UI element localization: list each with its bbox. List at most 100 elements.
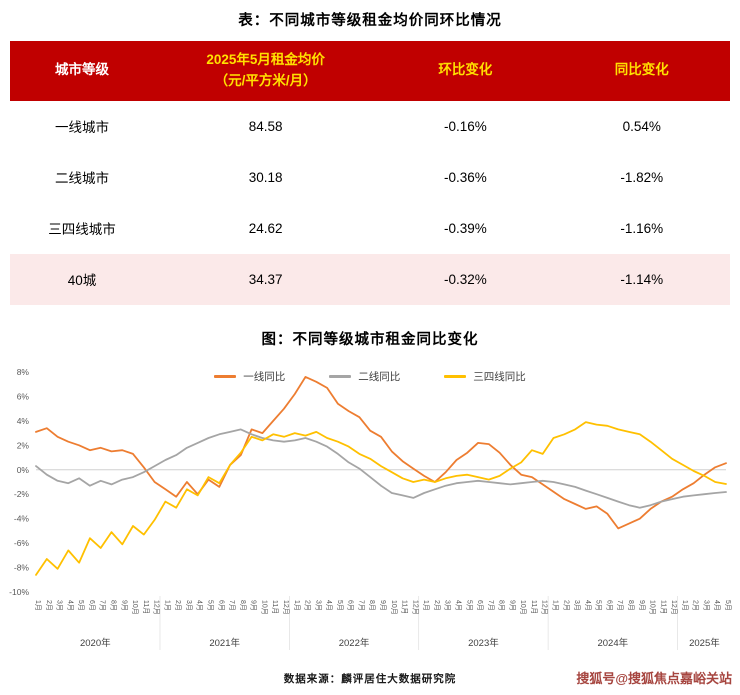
x-month-label: 2月 — [174, 600, 182, 611]
x-month-label: 6月 — [217, 600, 225, 611]
x-month-label: 3月 — [573, 600, 581, 611]
table-cell-yoy: -1.82% — [553, 151, 730, 203]
x-month-label: 11月 — [530, 600, 538, 614]
table-row: 三四线城市 24.62 -0.39% -1.16% — [10, 202, 730, 254]
x-month-label: 1月 — [293, 600, 301, 611]
table-header-row: 城市等级 2025年5月租金均价 （元/平方米/月） 环比变化 同比变化 — [10, 41, 730, 101]
x-month-label: 2月 — [433, 600, 441, 611]
x-month-label: 4月 — [66, 600, 74, 611]
table-cell-tier: 三四线城市 — [10, 202, 154, 254]
x-year-label: 2025年 — [689, 637, 720, 649]
x-month-label: 4月 — [196, 600, 204, 611]
table-cell-price: 30.18 — [154, 151, 378, 203]
table-cell-mom: -0.16% — [377, 100, 554, 152]
x-month-label: 1月 — [34, 600, 42, 611]
x-month-label: 9月 — [508, 600, 516, 611]
table-header-cell: 城市等级 — [10, 41, 154, 101]
x-month-label: 7月 — [228, 600, 236, 611]
data-source: 数据来源：麟评居住大数据研究院 — [283, 673, 457, 685]
x-month-label: 4月 — [584, 600, 592, 611]
x-month-label: 5月 — [207, 600, 215, 611]
x-month-label: 6月 — [605, 600, 613, 611]
x-year-label: 2022年 — [339, 637, 370, 649]
x-month-label: 2月 — [692, 600, 700, 611]
x-month-label: 7月 — [487, 600, 495, 611]
table-cell-price: 34.37 — [154, 253, 378, 305]
x-month-label: 8月 — [109, 600, 117, 611]
x-month-label: 1月 — [681, 600, 689, 611]
y-tick-label: 8% — [17, 367, 30, 377]
chart-series-line — [35, 421, 727, 576]
x-month-label: 5月 — [336, 600, 344, 611]
table-cell-yoy: 0.54% — [553, 100, 730, 152]
x-month-label: 11月 — [271, 600, 279, 614]
table-body: 一线城市 84.58 -0.16% 0.54% 二线城市 30.18 -0.36% -1.82… — [10, 100, 730, 305]
x-month-label: 3月 — [56, 600, 64, 611]
table-title: 表：不同城市等级租金均价同环比情况 — [238, 13, 502, 29]
x-month-label: 5月 — [595, 600, 603, 611]
y-tick-label: 6% — [17, 391, 30, 401]
x-month-label: 7月 — [616, 600, 624, 611]
x-month-label: 12月 — [670, 600, 678, 615]
x-month-label: 4月 — [325, 600, 333, 611]
chart-series-line — [35, 375, 727, 530]
x-month-label: 10月 — [131, 600, 139, 615]
x-month-label: 11月 — [401, 600, 409, 614]
y-tick-label: 0% — [17, 465, 30, 475]
x-month-label: 3月 — [314, 600, 322, 611]
rent-table: 城市等级 2025年5月租金均价 （元/平方米/月） 环比变化 同比变化 一线城市 84… — [10, 41, 730, 305]
y-tick-label: -10% — [9, 587, 29, 597]
x-month-label: 6月 — [88, 600, 96, 611]
x-month-label: 12月 — [541, 600, 549, 615]
table-row: 二线城市 30.18 -0.36% -1.82% — [10, 151, 730, 203]
watermark: 搜狐号@搜狐焦点嘉峪关站 — [576, 671, 732, 686]
x-month-label: 7月 — [99, 600, 107, 611]
x-month-label: 10月 — [390, 600, 398, 615]
x-month-label: 4月 — [454, 600, 462, 611]
x-month-label: 3月 — [702, 600, 710, 611]
x-month-label: 1月 — [552, 600, 560, 611]
x-month-label: 9月 — [379, 600, 387, 611]
x-month-label: 9月 — [120, 600, 128, 611]
y-tick-label: -4% — [14, 514, 30, 524]
table-cell-yoy: -1.14% — [553, 253, 730, 305]
table-header-cell: 2025年5月租金均价 （元/平方米/月） — [154, 41, 378, 101]
x-month-label: 3月 — [185, 600, 193, 611]
x-month-label: 9月 — [638, 600, 646, 611]
x-month-label: 12月 — [282, 600, 290, 615]
x-month-label: 6月 — [347, 600, 355, 611]
x-month-label: 1月 — [163, 600, 171, 611]
x-month-label: 2月 — [562, 600, 570, 611]
table-cell-tier: 二线城市 — [10, 151, 154, 203]
y-tick-label: 4% — [17, 416, 30, 426]
x-month-label: 2月 — [304, 600, 312, 611]
x-month-label: 12月 — [153, 600, 161, 615]
table-cell-tier: 40城 — [10, 253, 154, 305]
x-year-label: 2024年 — [597, 637, 628, 649]
x-month-label: 7月 — [357, 600, 365, 611]
y-tick-label: -8% — [14, 563, 30, 573]
x-month-label: 10月 — [519, 600, 527, 615]
x-month-label: 12月 — [411, 600, 419, 615]
x-month-label: 8月 — [239, 600, 247, 611]
x-month-label: 11月 — [659, 600, 667, 614]
x-month-label: 6月 — [476, 600, 484, 611]
y-tick-label: 2% — [17, 440, 30, 450]
x-month-label: 4月 — [713, 600, 721, 611]
chart-series-line — [35, 428, 727, 509]
x-year-label: 2021年 — [209, 637, 240, 649]
x-month-label: 1月 — [422, 600, 430, 611]
x-month-label: 8月 — [368, 600, 376, 611]
table-cell-price: 84.58 — [154, 100, 378, 152]
x-month-label: 10月 — [260, 600, 268, 615]
table-cell-tier: 一线城市 — [10, 100, 154, 152]
x-month-label: 5月 — [77, 600, 85, 611]
x-month-label: 5月 — [724, 600, 732, 611]
x-year-label: 2023年 — [468, 637, 499, 649]
x-month-label: 2月 — [45, 600, 53, 611]
chart-title: 图：不同等级城市租金同比变化 — [261, 332, 479, 348]
table-header-cell: 环比变化 — [377, 41, 554, 101]
table-cell-price: 24.62 — [154, 202, 378, 254]
table-row: 一线城市 84.58 -0.16% 0.54% — [10, 100, 730, 152]
